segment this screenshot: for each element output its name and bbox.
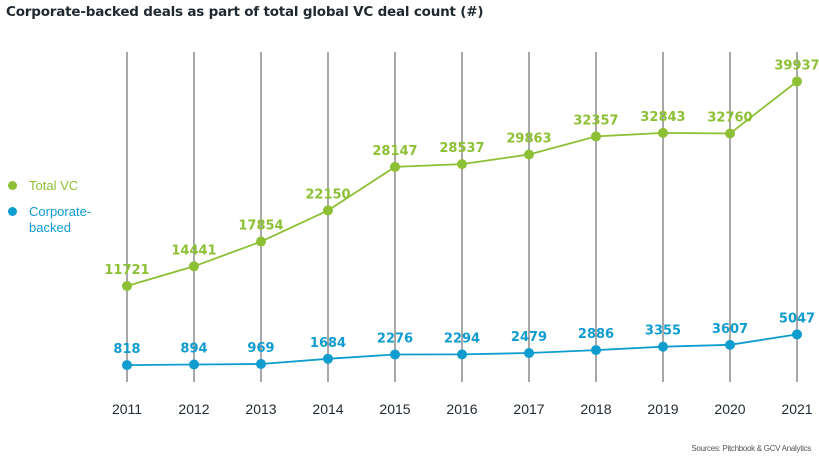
data-point-corporate-backed-2012 bbox=[189, 359, 199, 370]
data-label-total-vc-2014: 22150 bbox=[305, 187, 350, 202]
data-point-total-vc-2014 bbox=[323, 205, 333, 216]
data-label-corporate-backed-2016: 2294 bbox=[444, 331, 480, 346]
x-tick-label-2018: 2018 bbox=[580, 401, 611, 417]
data-point-corporate-backed-2013 bbox=[256, 358, 266, 369]
x-tick-label-2021: 2021 bbox=[781, 401, 812, 417]
data-point-corporate-backed-2017 bbox=[524, 348, 534, 359]
data-point-corporate-backed-2021 bbox=[792, 329, 802, 340]
data-label-corporate-backed-2021: 5047 bbox=[779, 311, 815, 326]
data-point-total-vc-2017 bbox=[524, 149, 534, 160]
data-label-total-vc-2016: 28537 bbox=[439, 141, 484, 156]
data-labels: 11721 14441 17854 22150 28147 28537 29863 32357… bbox=[104, 58, 819, 357]
data-label-corporate-backed-2014: 1684 bbox=[310, 336, 346, 351]
data-label-total-vc-2018: 32357 bbox=[573, 113, 618, 128]
data-point-total-vc-2013 bbox=[256, 236, 266, 247]
data-label-corporate-backed-2017: 2479 bbox=[511, 330, 547, 345]
data-label-corporate-backed-2020: 3607 bbox=[712, 322, 748, 337]
data-point-total-vc-2015 bbox=[390, 161, 400, 172]
data-label-corporate-backed-2019: 3355 bbox=[645, 324, 681, 339]
gridlines bbox=[126, 52, 798, 382]
legend-item-total-vc: Total VC bbox=[8, 178, 108, 194]
data-label-corporate-backed-2018: 2886 bbox=[578, 327, 614, 342]
data-label-total-vc-2012: 14441 bbox=[171, 243, 216, 258]
data-point-corporate-backed-2011 bbox=[122, 360, 132, 371]
data-label-corporate-backed-2011: 818 bbox=[113, 342, 140, 357]
data-point-total-vc-2021 bbox=[792, 76, 802, 87]
x-tick-label-2016: 2016 bbox=[446, 401, 477, 417]
data-point-corporate-backed-2014 bbox=[323, 353, 333, 364]
data-point-total-vc-2018 bbox=[591, 131, 601, 142]
source-note: Sources: Pitchbook & GCV Analytics bbox=[691, 444, 811, 453]
chart-title: Corporate-backed deals as part of total … bbox=[6, 4, 484, 20]
data-point-corporate-backed-2015 bbox=[390, 349, 400, 360]
data-point-corporate-backed-2016 bbox=[457, 349, 467, 360]
x-tick-label-2015: 2015 bbox=[379, 401, 410, 417]
data-points bbox=[122, 76, 802, 371]
x-axis-tick-labels: 2011 2012 2013 2014 2015 2016 2017 2018 2019 2020… bbox=[112, 401, 813, 417]
x-tick-label-2019: 2019 bbox=[647, 401, 678, 417]
data-label-corporate-backed-2015: 2276 bbox=[377, 331, 413, 346]
legend-marker-corporate-backed bbox=[8, 207, 17, 216]
legend: Total VC Corporate-backed bbox=[8, 178, 108, 246]
data-label-total-vc-2013: 17854 bbox=[238, 219, 283, 234]
legend-label-corporate-backed: Corporate-backed bbox=[29, 204, 92, 235]
data-point-total-vc-2019 bbox=[658, 127, 668, 138]
data-point-corporate-backed-2020 bbox=[725, 339, 735, 350]
data-point-total-vc-2012 bbox=[189, 261, 199, 272]
data-point-total-vc-2016 bbox=[457, 159, 467, 170]
x-tick-label-2011: 2011 bbox=[112, 401, 142, 417]
data-label-total-vc-2017: 29863 bbox=[506, 131, 551, 146]
x-tick-label-2012: 2012 bbox=[178, 401, 209, 417]
data-label-total-vc-2020: 32760 bbox=[707, 110, 752, 125]
x-tick-label-2017: 2017 bbox=[513, 401, 544, 417]
data-point-corporate-backed-2018 bbox=[591, 345, 601, 356]
data-point-total-vc-2011 bbox=[122, 281, 132, 292]
data-label-total-vc-2021: 39937 bbox=[774, 58, 819, 73]
x-tick-label-2013: 2013 bbox=[245, 401, 276, 417]
data-point-corporate-backed-2019 bbox=[658, 341, 668, 352]
data-label-total-vc-2019: 32843 bbox=[640, 110, 685, 125]
legend-item-corporate-backed: Corporate-backed bbox=[8, 204, 108, 236]
legend-marker-total-vc bbox=[8, 181, 17, 190]
x-tick-label-2014: 2014 bbox=[312, 401, 343, 417]
legend-label-total-vc: Total VC bbox=[29, 178, 79, 193]
data-label-corporate-backed-2012: 894 bbox=[180, 342, 207, 357]
x-tick-label-2020: 2020 bbox=[714, 401, 745, 417]
data-label-total-vc-2015: 28147 bbox=[372, 144, 417, 159]
data-label-total-vc-2011: 11721 bbox=[104, 263, 149, 278]
data-label-corporate-backed-2013: 969 bbox=[247, 341, 274, 356]
data-point-total-vc-2020 bbox=[725, 128, 735, 139]
